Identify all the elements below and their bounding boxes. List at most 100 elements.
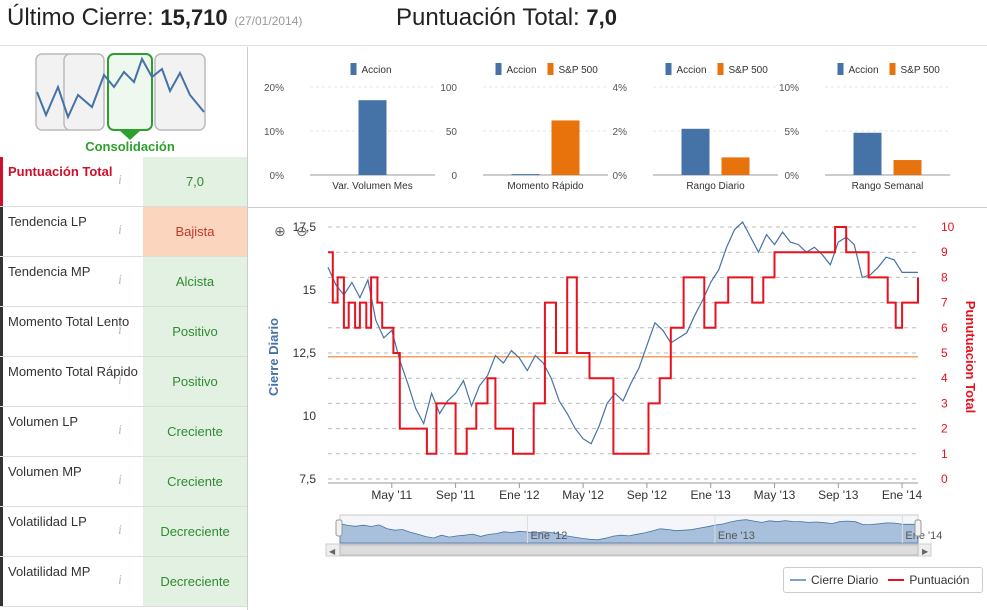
- legend-score[interactable]: Puntuación: [888, 573, 969, 587]
- bar-category-label: Rango Semanal: [852, 181, 924, 192]
- info-icon[interactable]: i: [118, 423, 122, 438]
- navigator-handle-left[interactable]: [335, 519, 343, 537]
- score-row[interactable]: Volatilidad MP i Decreciente: [0, 557, 247, 607]
- bar-legend-swatch: [665, 63, 672, 75]
- mini-pointer: [119, 130, 141, 140]
- score-row[interactable]: Tendencia MP i Alcista: [0, 257, 247, 307]
- info-icon[interactable]: i: [118, 173, 122, 188]
- legend-close-swatch: [790, 579, 806, 581]
- scroll-left-icon: ◀: [329, 547, 336, 556]
- bar-y-tick: 50: [446, 127, 458, 138]
- left-axis-title: Cierre Diario: [266, 318, 281, 396]
- section-divider: [248, 207, 987, 208]
- bar-y-tick: 20%: [264, 83, 284, 94]
- right-axis-title: Punutuacion Total: [963, 301, 978, 413]
- legend-close[interactable]: Cierre Diario: [790, 573, 878, 587]
- bar-y-tick: 100: [440, 83, 457, 94]
- total-score-heading: Puntuación Total: 7,0: [396, 4, 617, 32]
- bar-legend-label: Accion: [362, 65, 392, 76]
- bar-legend-label: S&P 500: [559, 65, 599, 76]
- bar-chart-3: Accion S&P 500 0% 2% 4% Rango Diario: [613, 63, 778, 192]
- score-row-label: Momento Total Lento: [0, 307, 143, 356]
- bar-y-tick: 2%: [613, 127, 628, 138]
- bar-chart-1: Accion 0% 10% 20% Var. Volumen Mes: [264, 63, 435, 192]
- right-y-tick: 8: [941, 270, 948, 284]
- score-row-label: Tendencia MP: [0, 257, 143, 306]
- bar-y-tick: 5%: [785, 127, 800, 138]
- score-row-value: Decreciente: [143, 557, 247, 606]
- info-icon[interactable]: i: [118, 373, 122, 388]
- x-tick-label: Ene '13: [691, 488, 732, 502]
- score-row-label: Momento Total Rápido: [0, 357, 143, 406]
- score-row-label: Volatilidad LP: [0, 507, 143, 556]
- right-y-tick: 0: [941, 472, 948, 486]
- zoom-out-icon: ⊖: [296, 223, 308, 239]
- info-icon[interactable]: i: [118, 473, 122, 488]
- left-y-tick: 7,5: [299, 472, 316, 486]
- left-y-tick: 12,5: [293, 346, 317, 360]
- close-series-line: [327, 221, 918, 445]
- score-row-label: Volumen LP: [0, 407, 143, 456]
- bar-category-label: Momento Rápido: [507, 181, 584, 192]
- bar-legend-swatch: [547, 63, 554, 75]
- info-icon[interactable]: i: [118, 223, 122, 238]
- x-tick-label: Sep '13: [818, 488, 859, 502]
- bar-legend-label: S&P 500: [729, 65, 769, 76]
- score-row-value: 7,0: [143, 157, 247, 206]
- score-row[interactable]: Puntuación Total i 7,0: [0, 157, 247, 207]
- last-close-label: Último Cierre:: [7, 4, 154, 31]
- right-y-tick: 7: [941, 296, 948, 310]
- left-y-tick: 15: [303, 283, 317, 297]
- bar-legend-swatch: [889, 63, 896, 75]
- info-icon[interactable]: i: [118, 323, 122, 338]
- navigator-tick-label: Ene '12: [530, 530, 567, 542]
- bar-category-label: Var. Volumen Mes: [332, 181, 412, 192]
- score-row-value: Positivo: [143, 357, 247, 406]
- x-tick-label: Sep '12: [627, 488, 668, 502]
- score-row[interactable]: Volumen LP i Creciente: [0, 407, 247, 457]
- bar-y-tick: 0%: [270, 171, 285, 182]
- bar: [551, 120, 580, 175]
- right-y-tick: 2: [941, 422, 948, 436]
- x-tick-label: May '12: [562, 488, 604, 502]
- last-close-date: (27/01/2014): [234, 14, 303, 28]
- bar-legend-swatch: [350, 63, 357, 75]
- bar-category-label: Rango Diario: [686, 181, 745, 192]
- left-y-tick: 10: [303, 409, 317, 423]
- info-icon[interactable]: i: [118, 273, 122, 288]
- bar-y-tick: 0%: [613, 171, 628, 182]
- panel-divider: [247, 47, 248, 610]
- score-row[interactable]: Momento Total Lento i Positivo: [0, 307, 247, 357]
- scroll-right-icon: ▶: [922, 547, 929, 556]
- navigator-area: [339, 519, 919, 544]
- x-tick-label: Ene '14: [882, 488, 923, 502]
- score-row-label: Volatilidad MP: [0, 557, 143, 606]
- bar-y-tick: 0: [451, 171, 457, 182]
- chart-legend[interactable]: Cierre Diario Puntuación: [783, 567, 983, 593]
- bar: [721, 157, 750, 175]
- score-row[interactable]: Momento Total Rápido i Positivo: [0, 357, 247, 407]
- right-y-tick: 9: [941, 245, 948, 259]
- bar-legend-label: Accion: [849, 65, 879, 76]
- score-row[interactable]: Volatilidad LP i Decreciente: [0, 507, 247, 557]
- bar: [853, 132, 882, 175]
- legend-score-label: Puntuación: [909, 573, 970, 587]
- scrollbar-thumb[interactable]: [339, 544, 919, 556]
- bar-y-tick: 10%: [264, 127, 284, 138]
- x-tick-label: Ene '12: [499, 488, 540, 502]
- info-icon[interactable]: i: [118, 573, 122, 588]
- header: Último Cierre: 15,710 (27/01/2014) Puntu…: [0, 0, 987, 46]
- mini-panel-4: [154, 53, 206, 131]
- legend-close-label: Cierre Diario: [811, 573, 879, 587]
- bar-legend-label: Accion: [677, 65, 707, 76]
- score-row-label: Volumen MP: [0, 457, 143, 506]
- right-y-tick: 4: [941, 371, 948, 385]
- mini-panel-2: [63, 53, 105, 131]
- bar-legend-swatch: [495, 63, 502, 75]
- score-row[interactable]: Volumen MP i Creciente: [0, 457, 247, 507]
- navigator-handle-right[interactable]: [914, 519, 922, 537]
- score-row[interactable]: Tendencia LP i Bajista: [0, 207, 247, 257]
- bar-legend-swatch: [717, 63, 724, 75]
- info-icon[interactable]: i: [118, 523, 122, 538]
- bar: [681, 128, 710, 175]
